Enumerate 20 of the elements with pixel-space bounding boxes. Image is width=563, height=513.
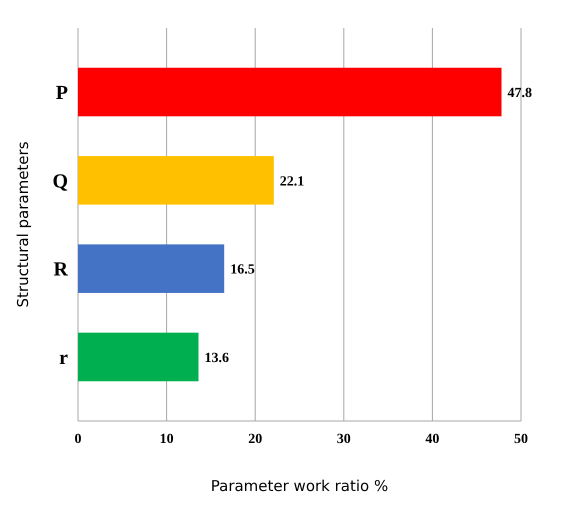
y-tick-label: Q	[52, 170, 68, 192]
y-axis-title: Structural parameters	[14, 141, 32, 308]
data-label: 13.6	[204, 350, 229, 366]
data-label: 47.8	[508, 86, 532, 102]
x-tick-label: 10	[160, 432, 174, 447]
x-axis-title: Parameter work ratio %	[210, 477, 388, 495]
x-tick-label: 30	[336, 432, 351, 447]
y-tick-label: P	[56, 82, 68, 104]
bar	[78, 244, 224, 293]
bar	[78, 156, 274, 205]
x-tick-label: 0	[74, 432, 82, 447]
x-tick-label: 50	[514, 432, 528, 447]
data-label: 16.5	[230, 262, 255, 278]
y-tick-label: R	[54, 258, 69, 281]
y-tick-label: r	[59, 346, 68, 369]
x-tick-label: 20	[248, 432, 262, 447]
x-tick-label: 40	[425, 432, 440, 447]
data-label: 22.1	[280, 174, 304, 190]
bar	[78, 68, 502, 116]
bar	[78, 332, 198, 382]
